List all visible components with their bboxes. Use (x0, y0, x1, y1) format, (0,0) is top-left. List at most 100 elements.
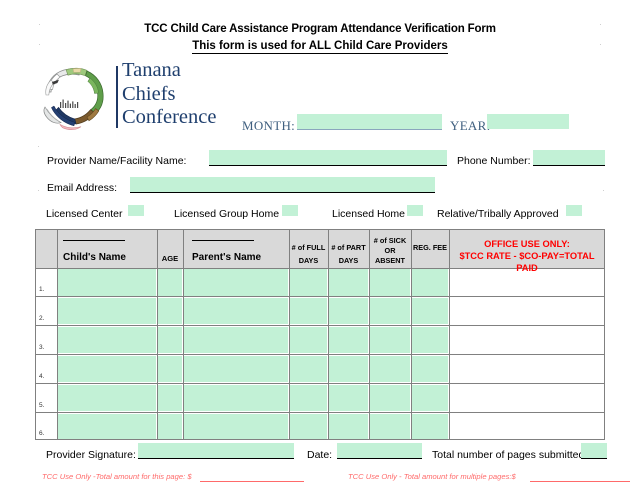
cell-parent-1[interactable] (184, 269, 288, 296)
cell-child-2[interactable] (58, 298, 156, 324)
grid-line-v-full (328, 230, 330, 439)
cell-child-3[interactable] (58, 327, 156, 353)
row-number-3: 3. (39, 344, 45, 351)
total-pages-label: Total number of pages submitted: (432, 449, 588, 461)
column-header-full-days-l2: DAYS (298, 256, 319, 265)
year-input[interactable] (487, 114, 569, 129)
cell-full-3[interactable] (290, 327, 327, 353)
cell-age-4[interactable] (158, 356, 182, 382)
provider-type-checkbox-licensed-group-home[interactable] (282, 205, 298, 216)
scan-artifact-dot (600, 44, 601, 45)
phone-number-label: Phone Number: (457, 155, 531, 167)
cell-regfee-4[interactable] (412, 356, 448, 382)
column-header-office-use: OFFICE USE ONLY: $TCC RATE - $CO-PAY=TOT… (449, 230, 605, 273)
cell-age-6[interactable] (158, 414, 182, 439)
provider-name-label: Provider Name/Facility Name: (47, 155, 187, 167)
grid-line-v-child (157, 230, 159, 439)
cell-full-5[interactable] (290, 385, 327, 411)
cell-part-1[interactable] (329, 269, 368, 296)
cell-full-2[interactable] (290, 298, 327, 324)
cell-age-3[interactable] (158, 327, 182, 353)
total-pages-input[interactable] (581, 443, 607, 459)
cell-age-5[interactable] (158, 385, 182, 411)
provider-name-input[interactable] (209, 150, 447, 166)
cell-office-3[interactable] (450, 327, 605, 353)
cell-child-6[interactable] (58, 414, 156, 439)
cell-office-2[interactable] (450, 298, 605, 324)
cell-office-1[interactable] (450, 269, 605, 296)
column-header-part-days-l2: DAYS (338, 256, 359, 265)
cell-regfee-6[interactable] (412, 414, 448, 439)
page-subtitle: This form is used for ALL Child Care Pro… (192, 40, 448, 54)
year-label: YEAR: (450, 118, 491, 133)
cell-regfee-3[interactable] (412, 327, 448, 353)
provider-signature-input[interactable] (138, 443, 294, 459)
logo-wordmark: Tanana Chiefs Conference (122, 59, 216, 130)
column-header-full-days-l1: # of FULL (291, 243, 326, 252)
column-header-part-days-l1: # of PART (331, 243, 366, 252)
date-input[interactable] (337, 443, 422, 459)
month-input[interactable] (297, 114, 442, 130)
cell-regfee-2[interactable] (412, 298, 448, 324)
cell-age-1[interactable] (158, 269, 182, 296)
email-address-label: Email Address: (47, 182, 118, 194)
grid-line-v-age (183, 230, 185, 439)
cell-part-4[interactable] (329, 356, 368, 382)
column-header-office-use-l1: OFFICE USE ONLY: (484, 239, 570, 249)
cell-part-2[interactable] (329, 298, 368, 324)
child-name-tick (63, 240, 125, 242)
provider-type-label-0: Licensed Center (46, 208, 123, 220)
grid-line-v-parent (289, 230, 291, 439)
provider-type-checkbox-licensed-center[interactable] (128, 205, 144, 216)
cell-sick-5[interactable] (370, 385, 410, 411)
cell-regfee-5[interactable] (412, 385, 448, 411)
month-label: MONTH: (242, 118, 296, 133)
provider-type-label-3: Relative/Tribally Approved (437, 208, 559, 220)
cell-part-3[interactable] (329, 327, 368, 353)
phone-number-input[interactable] (533, 150, 605, 166)
cell-part-5[interactable] (329, 385, 368, 411)
cell-regfee-1[interactable] (412, 269, 448, 296)
grid-line-h-row1 (36, 296, 604, 298)
cell-parent-4[interactable] (184, 356, 288, 382)
logo-wordmark-line1: Tanana (122, 59, 181, 81)
logo-block: Tanana Chiefs Conference (40, 59, 230, 138)
grid-line-v-sick (411, 230, 413, 439)
attendance-table: Child's Name AGE Parent's Name # of FULL… (35, 229, 605, 440)
cell-full-6[interactable] (290, 414, 327, 439)
cell-sick-6[interactable] (370, 414, 410, 439)
logo-wordmark-line2: Chiefs (122, 82, 176, 105)
cell-full-1[interactable] (290, 269, 327, 296)
cell-age-2[interactable] (158, 298, 182, 324)
cell-part-6[interactable] (329, 414, 368, 439)
cell-office-4[interactable] (450, 356, 605, 382)
column-header-age: AGE (161, 254, 179, 263)
scan-artifact-dot (38, 146, 39, 147)
email-address-input[interactable] (130, 177, 435, 193)
grid-line-h-row5 (36, 412, 604, 414)
scan-artifact-dot (39, 24, 40, 25)
provider-type-checkbox-licensed-home[interactable] (407, 205, 423, 216)
cell-child-4[interactable] (58, 356, 156, 382)
cell-child-5[interactable] (58, 385, 156, 411)
grid-line-h-row3 (36, 354, 604, 356)
cell-child-1[interactable] (58, 269, 156, 296)
cell-sick-2[interactable] (370, 298, 410, 324)
grid-line-h-header (36, 268, 604, 270)
cell-office-6[interactable] (450, 414, 605, 439)
provider-type-checkbox-relative-tribally-approved[interactable] (566, 205, 582, 216)
row-number-1: 1. (39, 286, 45, 293)
cell-full-4[interactable] (290, 356, 327, 382)
cell-parent-6[interactable] (184, 414, 288, 439)
cell-office-5[interactable] (450, 385, 605, 411)
tcc-use-only-multiple-pages-line (530, 481, 630, 482)
cell-parent-5[interactable] (184, 385, 288, 411)
cell-parent-3[interactable] (184, 327, 288, 353)
cell-sick-3[interactable] (370, 327, 410, 353)
cell-parent-2[interactable] (184, 298, 288, 324)
cell-sick-4[interactable] (370, 356, 410, 382)
cell-sick-1[interactable] (370, 269, 410, 296)
grid-line-v-regfee (449, 230, 451, 439)
column-header-sick-l3: ABSENT (375, 256, 405, 265)
